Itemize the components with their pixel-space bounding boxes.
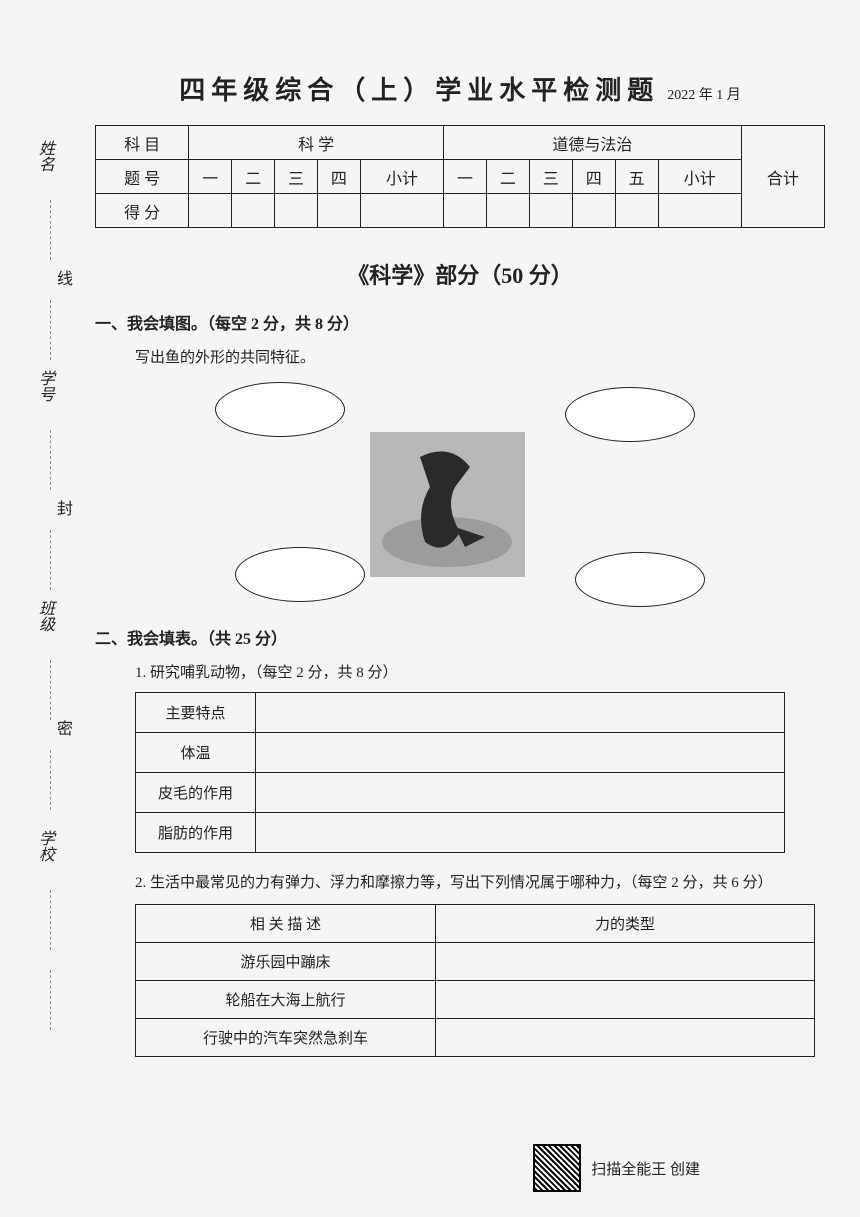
label-id: 学号 [32, 370, 56, 402]
marker-mi: 密 [50, 720, 74, 736]
table-row: 题 号 一 二 三 四 小计 一 二 三 四 五 小计 [96, 160, 825, 194]
cell: 轮船在大海上航行 [136, 981, 436, 1019]
cell [275, 194, 318, 228]
cell-total: 合计 [741, 126, 824, 228]
cell: 体温 [136, 733, 256, 773]
section2-heading: 二、我会填表。（共 25 分） [95, 625, 825, 649]
cell [436, 1019, 815, 1057]
cell [486, 194, 529, 228]
label-name: 姓名 [32, 140, 56, 172]
cell-ethics: 道德与法治 [444, 126, 742, 160]
cell [529, 194, 572, 228]
cell [232, 194, 275, 228]
cell: 行驶中的汽车突然急刹车 [136, 1019, 436, 1057]
cell: 皮毛的作用 [136, 773, 256, 813]
cell [256, 733, 785, 773]
binding-sidebar: 姓名 线 学号 封 班级 密 学校 [20, 100, 80, 1100]
cell: 题 号 [96, 160, 189, 194]
fish-image [370, 432, 525, 577]
table-row: 相 关 描 述 力的类型 [136, 905, 815, 943]
table-row: 体温 [136, 733, 785, 773]
cell: 三 [275, 160, 318, 194]
science-subtitle: 《科学》部分（50 分） [95, 258, 825, 290]
force-table: 相 关 描 述 力的类型 游乐园中蹦床 轮船在大海上航行 行驶中的汽车突然急刹车 [135, 904, 815, 1057]
cell [658, 194, 741, 228]
cell: 小计 [360, 160, 443, 194]
cell-header: 力的类型 [436, 905, 815, 943]
table-row: 科 目 科 学 道德与法治 合计 [96, 126, 825, 160]
section1-heading: 一、我会填图。（每空 2 分，共 8 分） [95, 310, 825, 334]
cell [572, 194, 615, 228]
marker-xian: 线 [50, 270, 74, 286]
answer-oval [565, 387, 695, 442]
cell: 主要特点 [136, 693, 256, 733]
qr-code-icon [533, 1144, 581, 1192]
cell [256, 813, 785, 853]
cell [360, 194, 443, 228]
cell: 一 [444, 160, 487, 194]
answer-oval [215, 382, 345, 437]
cell: 二 [232, 160, 275, 194]
section1-instruction: 写出鱼的外形的共同特征。 [135, 346, 825, 367]
q1-text: 1. 研究哺乳动物，（每空 2 分，共 8 分） [135, 661, 825, 682]
table-row: 脂肪的作用 [136, 813, 785, 853]
cell-header: 相 关 描 述 [136, 905, 436, 943]
score-table: 科 目 科 学 道德与法治 合计 题 号 一 二 三 四 小计 一 二 三 四 … [95, 125, 825, 228]
cell [189, 194, 232, 228]
table-row: 轮船在大海上航行 [136, 981, 815, 1019]
cell [444, 194, 487, 228]
cell: 一 [189, 160, 232, 194]
cell: 三 [529, 160, 572, 194]
answer-oval [235, 547, 365, 602]
cell-science: 科 学 [189, 126, 444, 160]
label-school: 学校 [32, 830, 56, 862]
main-title: 四年级综合（上）学业水平检测题 [179, 70, 659, 107]
footer: 扫描全能王 创建 [533, 1144, 700, 1192]
cell: 小计 [658, 160, 741, 194]
cell: 得 分 [96, 194, 189, 228]
title-date: 2022 年 1 月 [667, 84, 741, 104]
cell [615, 194, 658, 228]
answer-oval [575, 552, 705, 607]
cell [436, 943, 815, 981]
cell: 四 [572, 160, 615, 194]
mammal-table: 主要特点 体温 皮毛的作用 脂肪的作用 [135, 692, 785, 853]
table-row: 得 分 [96, 194, 825, 228]
marker-feng: 封 [50, 500, 74, 516]
label-class: 班级 [32, 600, 56, 632]
fish-diagram [175, 377, 775, 607]
table-row: 主要特点 [136, 693, 785, 733]
page-content: 四年级综合（上）学业水平检测题 2022 年 1 月 科 目 科 学 道德与法治… [95, 70, 825, 1057]
title-row: 四年级综合（上）学业水平检测题 2022 年 1 月 [95, 70, 825, 107]
table-row: 皮毛的作用 [136, 773, 785, 813]
cell [256, 773, 785, 813]
q2-text: 2. 生活中最常见的力有弹力、浮力和摩擦力等，写出下列情况属于哪种力，（每空 2… [135, 871, 825, 892]
cell: 四 [317, 160, 360, 194]
cell: 游乐园中蹦床 [136, 943, 436, 981]
table-row: 游乐园中蹦床 [136, 943, 815, 981]
table-row: 行驶中的汽车突然急刹车 [136, 1019, 815, 1057]
cell [256, 693, 785, 733]
cell: 二 [486, 160, 529, 194]
cell-subject: 科 目 [96, 126, 189, 160]
cell: 脂肪的作用 [136, 813, 256, 853]
footer-text: 扫描全能王 创建 [591, 1158, 700, 1179]
cell [436, 981, 815, 1019]
cell [317, 194, 360, 228]
cell: 五 [615, 160, 658, 194]
